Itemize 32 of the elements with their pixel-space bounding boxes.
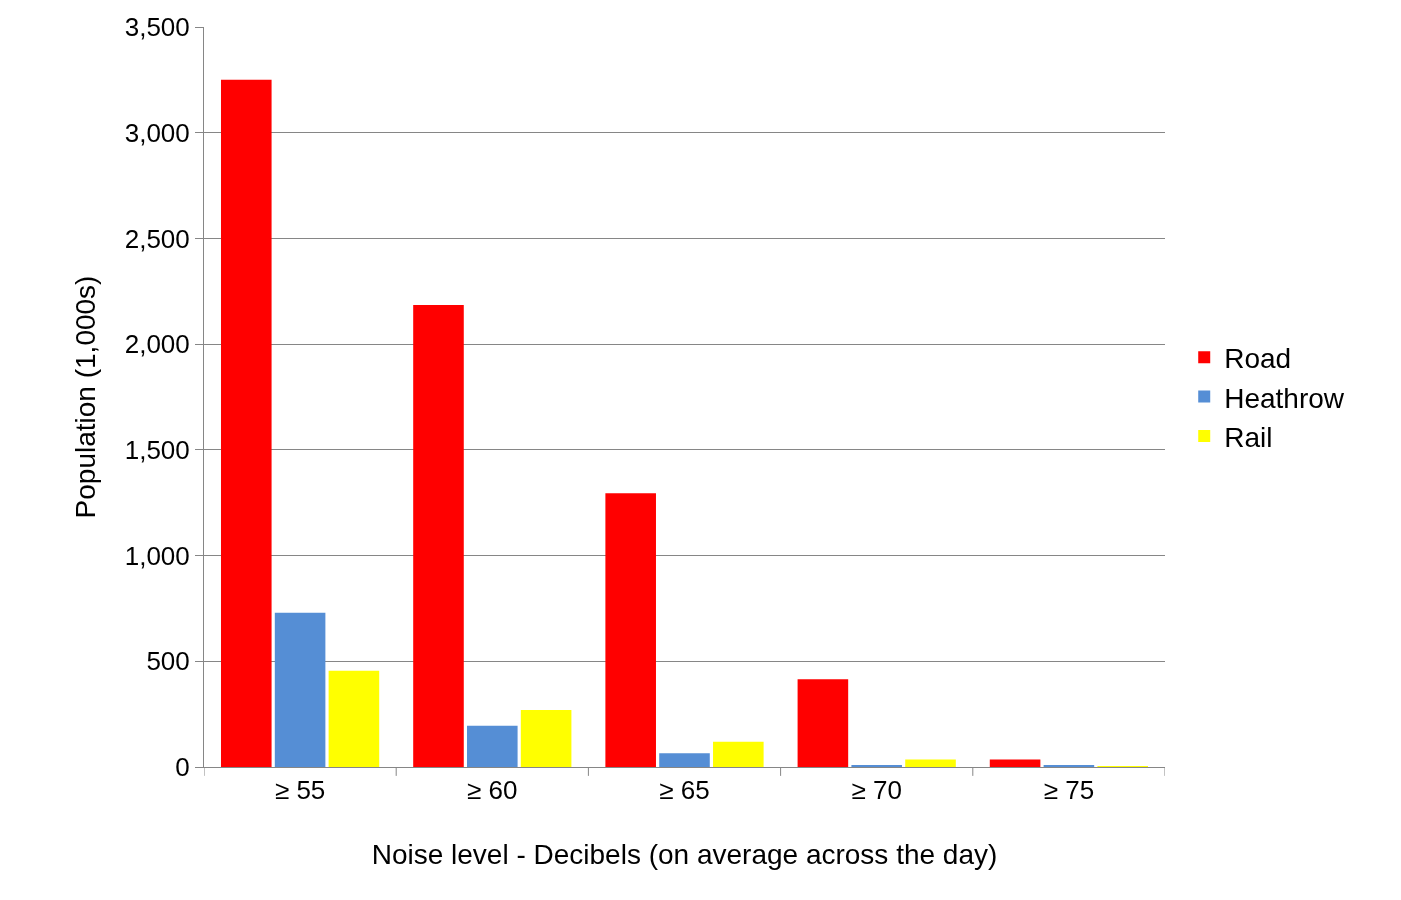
y-tick-label: 500 [146, 646, 190, 677]
x-axis-title: Noise level - Decibels (on average across the day) [371, 839, 998, 871]
bar [797, 679, 849, 767]
bar [851, 764, 902, 767]
y-tick-label: 2,500 [124, 223, 190, 254]
y-tick-label: 3,500 [124, 12, 190, 43]
bar [713, 741, 764, 767]
y-tick-label: 2,000 [124, 329, 190, 360]
bar [413, 305, 464, 767]
x-tick-label: ≥ 75 [1043, 775, 1095, 806]
bar [989, 759, 1041, 767]
bar [274, 612, 326, 767]
bar [905, 759, 956, 767]
bar [605, 493, 656, 767]
bar [659, 753, 710, 767]
x-tick-label: ≥ 65 [659, 775, 710, 806]
bar [467, 725, 518, 767]
y-axis-title: Population (1,000s) [70, 275, 102, 519]
legend-label: Rail [1224, 421, 1273, 453]
bar [220, 79, 272, 767]
bar [1043, 764, 1095, 767]
bar [328, 670, 380, 767]
x-tick-label: ≥ 60 [467, 775, 518, 806]
y-tick-label: 1,000 [124, 540, 190, 571]
bar [520, 709, 572, 767]
y-tick-label: 3,000 [124, 117, 190, 148]
legend-label: Road [1224, 343, 1292, 375]
y-tick-label: 0 [175, 752, 190, 783]
legend-label: Heathrow [1224, 382, 1345, 414]
y-tick-label: 1,500 [124, 434, 190, 465]
x-tick-label: ≥ 55 [274, 775, 326, 806]
x-tick-label: ≥ 70 [851, 775, 902, 806]
